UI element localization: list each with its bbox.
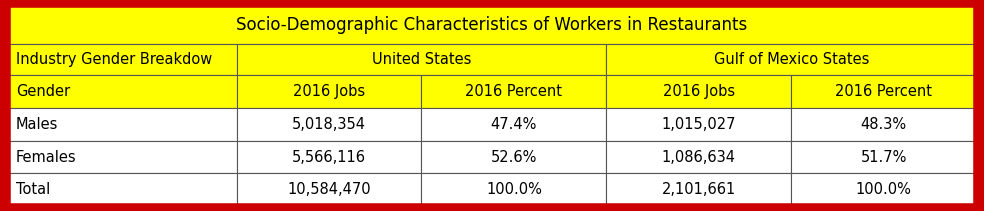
Bar [606, 141, 791, 173]
Text: 2016 Jobs: 2016 Jobs [663, 84, 735, 99]
Bar [606, 44, 976, 75]
Text: United States: United States [372, 52, 471, 67]
Text: 1,015,027: 1,015,027 [661, 117, 736, 132]
Text: Females: Females [16, 150, 77, 165]
Bar [791, 173, 976, 206]
Bar [8, 108, 236, 141]
Bar [606, 173, 791, 206]
Bar [606, 75, 791, 108]
Bar [236, 141, 421, 173]
Text: 100.0%: 100.0% [856, 182, 911, 197]
Text: 2,101,661: 2,101,661 [661, 182, 736, 197]
Bar [8, 75, 236, 108]
Bar [421, 75, 606, 108]
Text: 5,018,354: 5,018,354 [292, 117, 366, 132]
Text: Industry Gender Breakdow: Industry Gender Breakdow [16, 52, 212, 67]
Text: 51.7%: 51.7% [860, 150, 907, 165]
Text: Socio-Demographic Characteristics of Workers in Restaurants: Socio-Demographic Characteristics of Wor… [236, 16, 748, 34]
Bar [236, 44, 606, 75]
Bar [8, 141, 236, 173]
Bar [421, 108, 606, 141]
Bar [791, 108, 976, 141]
Text: 2016 Percent: 2016 Percent [835, 84, 932, 99]
Text: 1,086,634: 1,086,634 [662, 150, 736, 165]
Bar [236, 173, 421, 206]
Text: Males: Males [16, 117, 58, 132]
Text: 48.3%: 48.3% [861, 117, 906, 132]
Bar [791, 141, 976, 173]
Text: Gender: Gender [16, 84, 70, 99]
Bar [606, 108, 791, 141]
Bar [8, 5, 976, 44]
Bar [8, 173, 236, 206]
Bar [8, 44, 236, 75]
Text: 2016 Percent: 2016 Percent [465, 84, 563, 99]
Text: Gulf of Mexico States: Gulf of Mexico States [713, 52, 869, 67]
Bar [236, 75, 421, 108]
Text: 100.0%: 100.0% [486, 182, 542, 197]
Text: 2016 Jobs: 2016 Jobs [293, 84, 365, 99]
Bar [421, 141, 606, 173]
Bar [421, 173, 606, 206]
Bar [236, 108, 421, 141]
Bar [791, 75, 976, 108]
Text: 5,566,116: 5,566,116 [292, 150, 366, 165]
Text: 47.4%: 47.4% [491, 117, 537, 132]
Text: 52.6%: 52.6% [491, 150, 537, 165]
Text: 10,584,470: 10,584,470 [287, 182, 371, 197]
Text: Total: Total [16, 182, 50, 197]
